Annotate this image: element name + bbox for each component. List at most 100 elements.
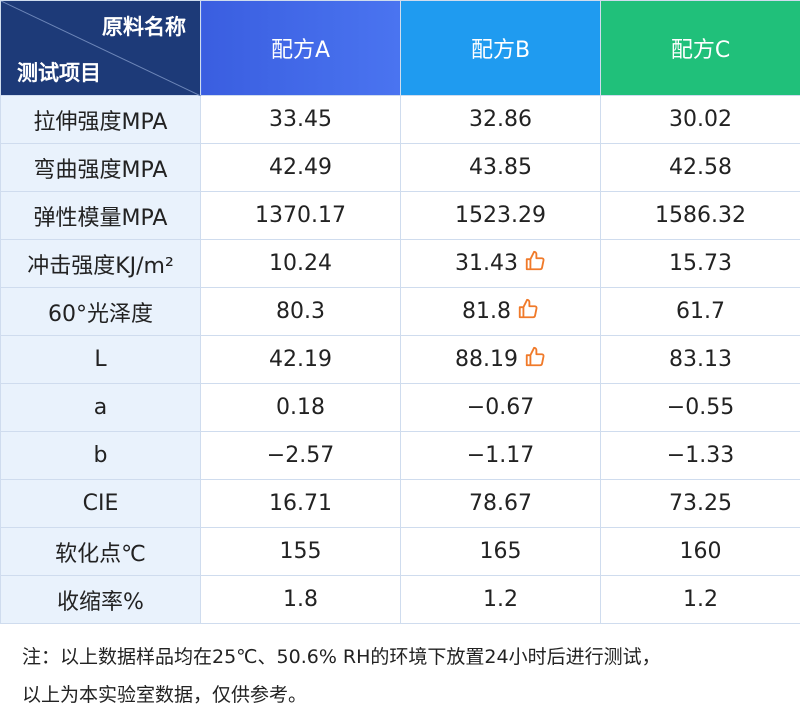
table-row: CIE 16.71 78.67 73.25: [0, 479, 800, 528]
cell-text: 1523.29: [455, 203, 546, 228]
cell-text: L: [94, 347, 107, 372]
table-row: 拉伸强度MPA 33.45 32.86 30.02: [0, 95, 800, 144]
cell-text: a: [93, 395, 108, 420]
note: 注：以上数据样品均在25℃、50.6% RH的环境下放置24小时后进行测试， 以…: [0, 624, 800, 714]
cell-text: 15.73: [669, 251, 732, 276]
row-label: CIE: [0, 479, 201, 528]
cell: 73.25: [600, 479, 800, 528]
table-row: b −2.57 −1.17 −1.33: [0, 431, 800, 480]
cell: 1586.32: [600, 191, 800, 240]
cell-text: 弯曲强度MPA: [33, 157, 168, 183]
cell-text: 61.7: [676, 299, 725, 324]
column-header: 配方B: [400, 0, 601, 96]
cell-text: 60°光泽度: [48, 301, 153, 327]
row-label: 60°光泽度: [0, 287, 201, 336]
cell-text: 42.19: [269, 347, 332, 372]
icon-wrap: [524, 346, 546, 374]
cell-text: 160: [679, 539, 722, 564]
cell-text: −1.33: [666, 443, 735, 468]
cell-text: 1.2: [683, 587, 718, 612]
column-header: 配方C: [600, 0, 800, 96]
row-label: 软化点℃: [0, 527, 201, 576]
cell-text: 78.67: [469, 491, 532, 516]
cell-text: 42.49: [269, 155, 332, 180]
cell-text: 收缩率%: [57, 589, 144, 615]
cell: 1.2: [400, 575, 601, 624]
row-label: 弹性模量MPA: [0, 191, 201, 240]
cell: 42.58: [600, 143, 800, 192]
cell: 30.02: [600, 95, 800, 144]
cell-text: 73.25: [669, 491, 732, 516]
row-label: 收缩率%: [0, 575, 201, 624]
header-row: 原料名称 测试项目 配方A 配方B 配方C: [0, 0, 800, 96]
cell: −0.67: [400, 383, 601, 432]
column-header: 配方A: [200, 0, 401, 96]
cell-text: 0.18: [276, 395, 325, 420]
cell: 42.19: [200, 335, 401, 384]
cell-text: 165: [479, 539, 522, 564]
cell-text: 1.8: [283, 587, 318, 612]
table-row: a 0.18 −0.67 −0.55: [0, 383, 800, 432]
icon-wrap: [517, 298, 539, 326]
icon-wrap: [524, 250, 546, 278]
cell: 61.7: [600, 287, 800, 336]
cell-text: 31.43: [455, 250, 518, 276]
table-row: 60°光泽度 80.3 81.8 61.7: [0, 287, 800, 336]
diagonal: [1, 1, 201, 96]
cell-text: CIE: [82, 491, 119, 516]
cell: 1370.17: [200, 191, 401, 240]
corner-cell: 原料名称 测试项目: [0, 0, 201, 96]
cell-text: −1.17: [466, 443, 535, 468]
row-label: 拉伸强度MPA: [0, 95, 201, 144]
cell-text: 88.19: [455, 346, 518, 372]
table-body: 拉伸强度MPA 33.45 32.86 30.02 弯曲强度MPA 42.49 43.85 4…: [0, 95, 800, 624]
cell: 88.19: [400, 335, 601, 384]
cell: −0.55: [600, 383, 800, 432]
cell-text: 1.2: [483, 587, 518, 612]
table-row: L 42.19 88.19 83.13: [0, 335, 800, 384]
cell-text: 拉伸强度MPA: [33, 109, 168, 135]
row-label: L: [0, 335, 201, 384]
cell: 31.43: [400, 239, 601, 288]
table-row: 冲击强度KJ/m² 10.24 31.43 15.73: [0, 239, 800, 288]
cell: 160: [600, 527, 800, 576]
cell: −2.57: [200, 431, 401, 480]
cell-text: 83.13: [669, 347, 732, 372]
cell: 42.49: [200, 143, 401, 192]
cell: 16.71: [200, 479, 401, 528]
row-label: a: [0, 383, 201, 432]
cell: 80.3: [200, 287, 401, 336]
cell-text: 155: [279, 539, 322, 564]
cell-text: 81.8: [462, 298, 511, 324]
table-row: 软化点℃ 155 165 160: [0, 527, 800, 576]
corner-top: 原料名称: [102, 15, 186, 39]
cell: 32.86: [400, 95, 601, 144]
note-line: 注：以上数据样品均在25℃、50.6% RH的环境下放置24小时后进行测试，: [22, 646, 661, 668]
cell: 83.13: [600, 335, 800, 384]
note-line: 以上为本实验室数据，仅供参考。: [22, 684, 308, 706]
cell-text: 10.24: [269, 251, 332, 276]
cell-text: 弹性模量MPA: [33, 205, 168, 231]
table-row: 弹性模量MPA 1370.17 1523.29 1586.32: [0, 191, 800, 240]
cell: 81.8: [400, 287, 601, 336]
cell: 165: [400, 527, 601, 576]
cell: 43.85: [400, 143, 601, 192]
cell: 1.8: [200, 575, 401, 624]
cell-text: −0.55: [666, 395, 735, 420]
cell: −1.17: [400, 431, 601, 480]
cell-text: 1586.32: [655, 203, 746, 228]
cell: 33.45: [200, 95, 401, 144]
row-label: b: [0, 431, 201, 480]
thumbs-up-icon: [525, 346, 545, 366]
cell-text: 43.85: [469, 155, 532, 180]
cell: 1523.29: [400, 191, 601, 240]
table-row: 弯曲强度MPA 42.49 43.85 42.58: [0, 143, 800, 192]
cell-text: 42.58: [669, 155, 732, 180]
cell-text: 1370.17: [255, 203, 346, 228]
corner-bottom: 测试项目: [17, 61, 101, 85]
cell: 15.73: [600, 239, 800, 288]
cell-text: −2.57: [266, 443, 335, 468]
cell-text: 冲击强度KJ/m²: [27, 253, 174, 279]
cell: 155: [200, 527, 401, 576]
